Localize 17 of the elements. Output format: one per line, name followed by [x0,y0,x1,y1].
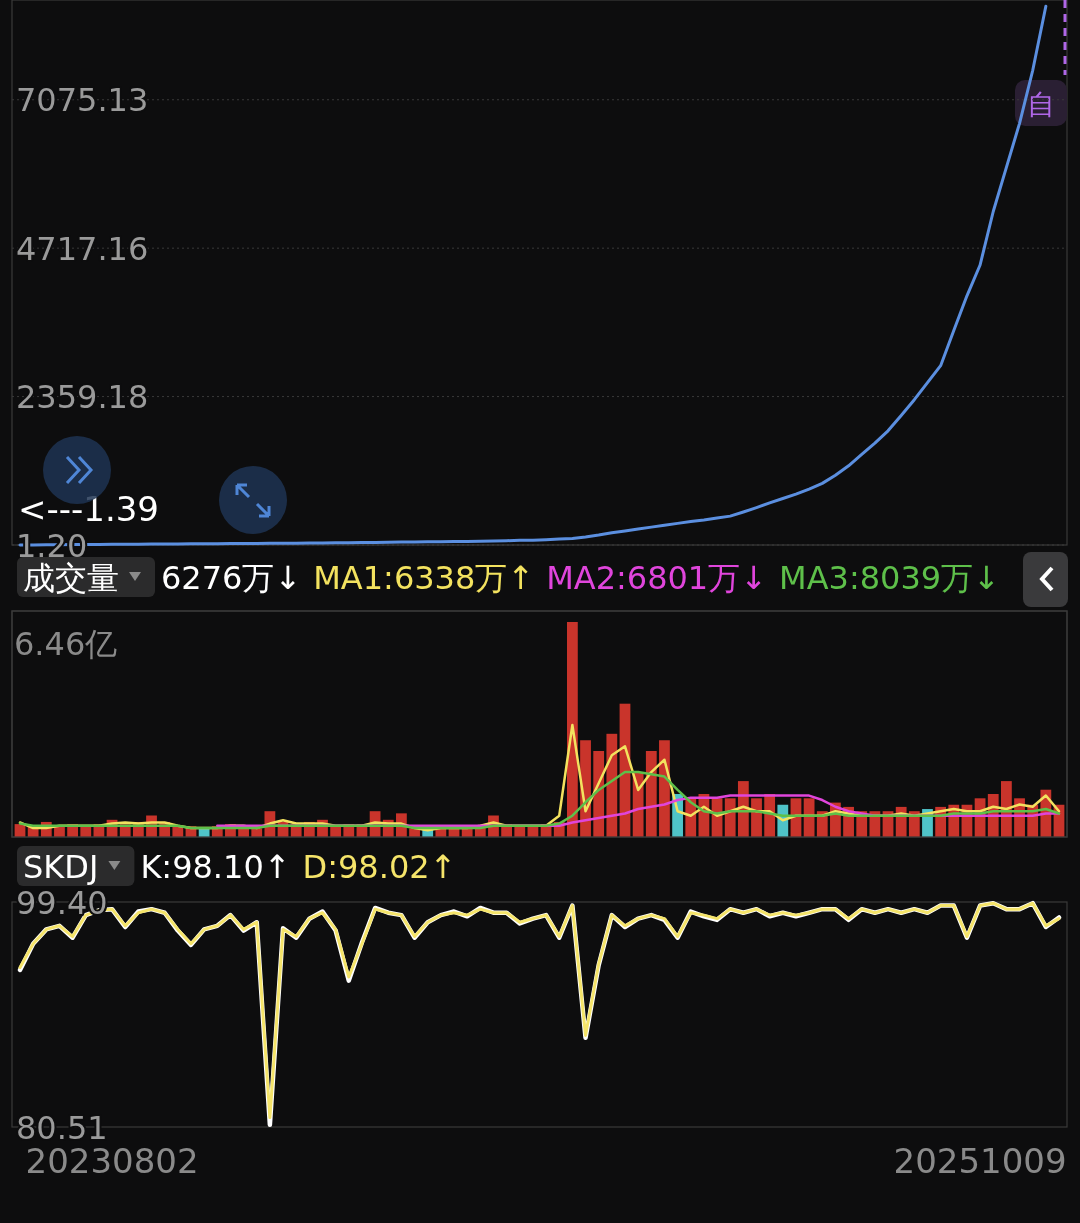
annotation: 自 [1027,88,1055,121]
x-tick-label: 20251009 [893,1141,1067,1181]
chart-title: SKDJ [23,848,99,886]
y-tick-label: 2359.18 [16,378,149,417]
annotation: <---1.39 [18,488,159,529]
text: MA1:6338万↑ [313,559,535,597]
bar [724,798,736,837]
annotation: 6.46亿 [14,625,118,663]
y-tick-label: 4717.16 [16,229,149,268]
y-tick-label: 7075.13 [16,81,149,120]
series-label: K:98.10↑ [140,848,291,886]
text: MA3:8039万↓ [779,559,1000,597]
bar [751,798,762,837]
bar [803,798,815,837]
text: MA2:6801万↓ [546,559,768,597]
chart-subtitle: 6276万↓ [161,559,302,597]
series-label: D:98.02↑ [302,848,457,886]
